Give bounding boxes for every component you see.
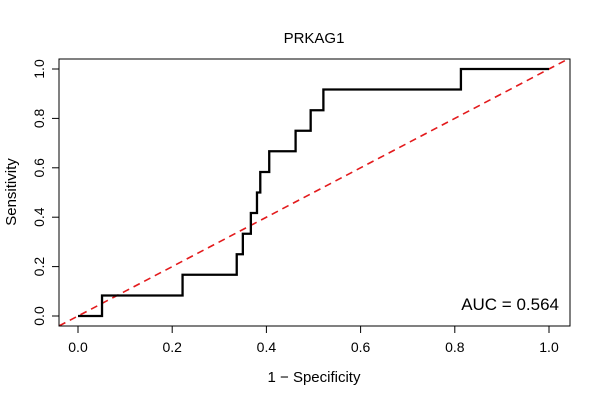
y-tick-label: 0.6 — [31, 158, 47, 178]
y-tick-label: 0.2 — [31, 257, 47, 277]
series-layer — [59, 59, 569, 326]
x-tick-label: 1.0 — [539, 339, 559, 355]
x-tick-label: 0.8 — [445, 339, 465, 355]
roc-curve-line — [78, 67, 549, 318]
x-tick-label: 0.2 — [162, 339, 182, 355]
x-tick-label: 0.6 — [351, 339, 371, 355]
x-axis: 0.0 0.2 0.4 0.6 0.8 1.0 — [68, 325, 559, 355]
y-tick-label: 0.0 — [31, 306, 47, 326]
x-axis-label: 1 − Specificity — [268, 369, 361, 386]
reference-diagonal-line — [59, 59, 569, 326]
x-tick-label: 0.4 — [257, 339, 277, 355]
y-tick-label: 0.8 — [31, 108, 47, 128]
auc-annotation: AUC = 0.564 — [461, 295, 559, 314]
y-axis: 0.0 0.2 0.4 0.6 0.8 1.0 — [31, 59, 60, 326]
chart-title: PRKAG1 — [284, 30, 345, 47]
y-tick-label: 1.0 — [31, 59, 47, 79]
y-tick-label: 0.4 — [31, 207, 47, 227]
x-tick-label: 0.0 — [68, 339, 88, 355]
y-axis-label: Sensitivity — [3, 158, 20, 226]
